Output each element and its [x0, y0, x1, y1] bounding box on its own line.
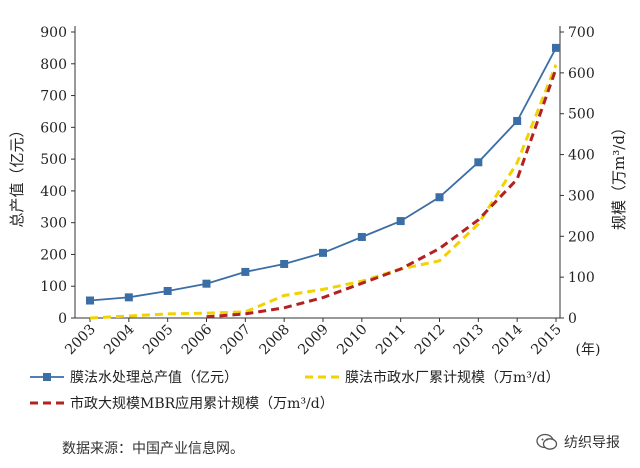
- x-tick-label: 2007: [218, 322, 255, 359]
- series-point-1: [86, 296, 94, 305]
- right-tick-label: 200: [568, 229, 595, 245]
- series-point-1: [241, 267, 250, 276]
- right-tick-label: 300: [568, 188, 595, 204]
- left-tick-label: 400: [40, 184, 67, 200]
- left-tick-label: 900: [40, 25, 67, 41]
- series-point-1: [124, 293, 133, 302]
- series-layer: [86, 43, 560, 320]
- series-point-1: [319, 248, 327, 257]
- x-tick-label: 2004: [101, 321, 138, 358]
- brand-text: 纺织导报: [564, 435, 620, 451]
- legend-label-1: 膜法水处理总产值（亿元）: [70, 370, 238, 386]
- x-tick-label: 2011: [373, 322, 410, 359]
- x-tick-label: 2014: [489, 321, 526, 358]
- series-point-1: [435, 193, 444, 202]
- left-axis-title: 总产值（亿元）: [8, 122, 26, 227]
- brand-label: 纺织导报: [536, 432, 620, 452]
- x-axis-ticks: 2003 2004 2005 2006 2007 2008 2009 2010 2011 2012…: [62, 318, 565, 358]
- left-axis-ticks: 0 100 200 300 400 500 600 700 800 900: [40, 25, 75, 327]
- left-tick-label: 300: [40, 216, 67, 232]
- right-axis-title: 规模（万m³/d）: [610, 120, 628, 230]
- series-point-1: [552, 43, 560, 52]
- left-tick-label: 800: [40, 57, 67, 73]
- right-tick-label: 400: [568, 148, 595, 164]
- x-tick-label: 2006: [179, 321, 216, 358]
- series-line-3: [206, 68, 558, 319]
- left-tick-label: 500: [40, 152, 67, 168]
- right-tick-label: 600: [568, 66, 595, 82]
- axes: [74, 26, 561, 319]
- series-point-1: [357, 232, 366, 241]
- x-tick-label: 2010: [334, 322, 371, 359]
- series-point-1: [474, 158, 483, 167]
- right-tick-label: 0: [568, 311, 577, 327]
- x-tick-label: 2009: [295, 322, 332, 359]
- right-tick-label: 700: [568, 25, 595, 41]
- left-tick-label: 100: [40, 279, 67, 295]
- left-tick-label: 600: [40, 120, 67, 136]
- legend-marker-1: [43, 373, 51, 381]
- legend: 膜法水处理总产值（亿元） 膜法市政水厂累计规模（万m³/d） 市政大规模MBR应用累…: [30, 369, 560, 412]
- x-tick-label: 2015: [528, 322, 565, 359]
- series-point-1: [396, 217, 405, 226]
- x-axis-unit: (年): [576, 342, 601, 358]
- series-line-2: [89, 64, 558, 320]
- left-tick-label: 200: [40, 247, 67, 263]
- x-tick-label: 2008: [256, 322, 293, 359]
- x-tick-label: 2013: [451, 322, 488, 359]
- left-tick-label: 0: [58, 311, 67, 327]
- series-point-1: [202, 279, 211, 288]
- x-tick-label: 2005: [140, 322, 177, 359]
- legend-label-2: 膜法市政水厂累计规模（万m³/d）: [345, 369, 560, 386]
- right-tick-label: 500: [568, 107, 595, 123]
- series-point-1: [280, 259, 289, 268]
- right-tick-label: 100: [568, 270, 595, 286]
- legend-label-3: 市政大规模MBR应用累计规模（万m³/d）: [70, 395, 334, 412]
- series-line-1: [89, 47, 557, 302]
- left-tick-label: 700: [40, 89, 67, 105]
- chart: 0 100 200 300 400 500 600 700 800 900 0 100 200 300 4…: [8, 25, 628, 412]
- x-tick-label: 2003: [62, 322, 99, 359]
- x-tick-label: 2012: [412, 322, 449, 359]
- wechat-icon: [536, 433, 558, 450]
- source-note: 数据来源：中国产业信息网。: [62, 441, 244, 457]
- series-point-1: [513, 116, 522, 125]
- right-axis-ticks: 0 100 200 300 400 500 600 700: [560, 25, 595, 327]
- series-point-1: [163, 286, 172, 295]
